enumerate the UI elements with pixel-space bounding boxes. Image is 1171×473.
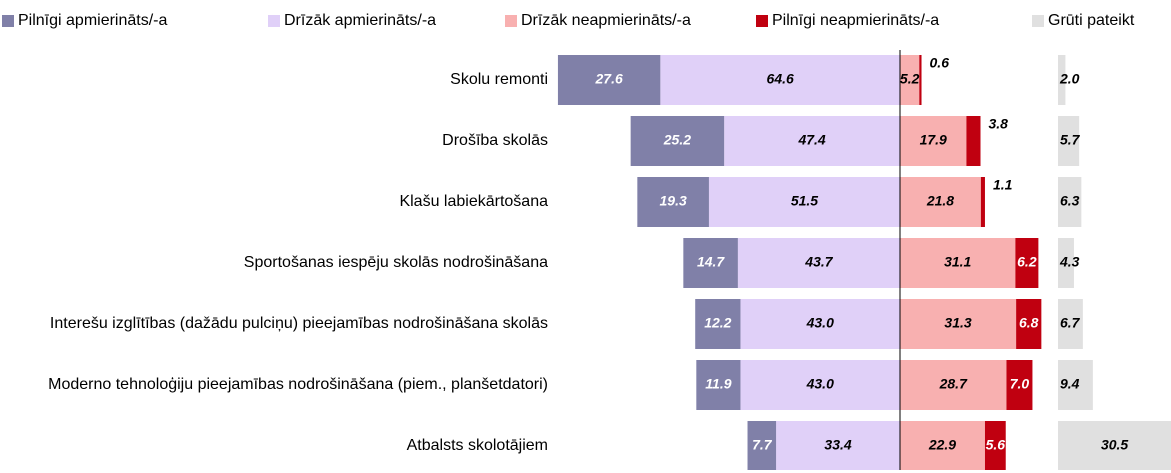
data-label: 1.1 (993, 177, 1013, 193)
bar (900, 360, 1007, 410)
category-label-box: Interešu izglītības (dažādu pulciņu) pie… (3, 297, 548, 351)
data-label: 21.8 (926, 193, 954, 209)
bar (747, 421, 777, 470)
category-label-box: Sportošanas iespēju skolās nodrošināšana (3, 236, 548, 290)
data-label: 43.7 (804, 254, 833, 270)
category-label: Klašu labiekārtošana (399, 193, 548, 210)
data-label: 5.7 (1060, 132, 1081, 148)
bar (900, 238, 1016, 288)
bar (984, 421, 1006, 470)
data-label: 5.2 (900, 71, 920, 87)
bar (1015, 238, 1039, 288)
bar (966, 116, 981, 166)
bar (724, 116, 900, 166)
bar (1058, 238, 1074, 288)
bar (637, 177, 709, 227)
category-label: Atbalsts skolotājiem (406, 437, 548, 454)
data-label: 31.1 (944, 254, 971, 270)
data-label: 0.6 (930, 55, 950, 71)
data-label: 31.3 (944, 315, 971, 331)
bar (900, 421, 985, 470)
data-label: 22.9 (928, 437, 956, 453)
bar (740, 360, 900, 410)
data-label: 5.6 (986, 437, 1006, 453)
bar (557, 55, 661, 105)
bar (708, 177, 900, 227)
bar (1058, 55, 1066, 105)
bar (1058, 421, 1171, 470)
bar (980, 177, 985, 227)
category-label: Interešu izglītības (dažādu pulciņu) pie… (49, 315, 548, 332)
bar (900, 116, 967, 166)
bar (900, 177, 981, 227)
data-label: 43.0 (806, 315, 834, 331)
data-label: 51.5 (791, 193, 818, 209)
category-label-box: Drošība skolās (3, 114, 548, 168)
bar (630, 116, 725, 166)
category-label-box: Moderno tehnoloģiju pieejamības nodrošin… (3, 358, 548, 412)
legend-label: Drīzāk neapmierināts/-a (521, 12, 691, 29)
bar (683, 238, 738, 288)
bar (919, 55, 922, 105)
data-label: 6.7 (1060, 315, 1081, 331)
data-label: 43.0 (806, 376, 834, 392)
data-label: 9.4 (1060, 376, 1080, 392)
bar (900, 55, 920, 105)
data-label: 2.0 (1059, 71, 1080, 87)
bar (695, 299, 741, 349)
data-label: 17.9 (920, 132, 947, 148)
data-label: 25.2 (663, 132, 691, 148)
data-label: 6.2 (1017, 254, 1037, 270)
bar (900, 299, 1017, 349)
data-label: 33.4 (824, 437, 851, 453)
bar (1006, 360, 1033, 410)
data-label: 3.8 (989, 116, 1009, 132)
legend-label: Drīzāk apmierināts/-a (284, 12, 436, 29)
data-label: 7.0 (1010, 376, 1030, 392)
data-label: 7.7 (752, 437, 773, 453)
bar (1058, 360, 1093, 410)
data-label: 19.3 (660, 193, 687, 209)
bar (776, 421, 900, 470)
bar (1016, 299, 1042, 349)
data-label: 6.8 (1019, 315, 1039, 331)
bar (1058, 116, 1080, 166)
data-label: 27.6 (595, 71, 623, 87)
legend-swatch (268, 15, 280, 27)
legend-swatch (505, 15, 517, 27)
legend-label: Grūti pateikt (1048, 12, 1135, 29)
bar (1058, 299, 1083, 349)
category-label-box: Klašu labiekārtošana (3, 175, 548, 229)
bar (696, 360, 741, 410)
data-label: 12.2 (704, 315, 731, 331)
category-label-box: Skolu remonti (3, 53, 548, 107)
category-label-box: Atbalsts skolotājiem (3, 419, 548, 473)
data-label: 14.7 (697, 254, 725, 270)
legend-swatch (2, 15, 14, 27)
category-label: Moderno tehnoloģiju pieejamības nodrošin… (48, 376, 548, 393)
category-label: Drošība skolās (442, 132, 548, 149)
data-label: 28.7 (939, 376, 968, 392)
bar (1058, 177, 1082, 227)
legend-swatch (756, 15, 768, 27)
legend-label: Pilnīgi apmierināts/-a (18, 12, 168, 29)
data-label: 64.6 (767, 71, 794, 87)
data-label: 47.4 (797, 132, 825, 148)
legend-swatch (1032, 15, 1044, 27)
legend-label: Pilnīgi neapmierināts/-a (772, 12, 939, 29)
bar (737, 238, 900, 288)
data-label: 30.5 (1101, 437, 1128, 453)
bar (660, 55, 900, 105)
data-label: 6.3 (1060, 193, 1080, 209)
data-label: 4.3 (1059, 254, 1080, 270)
data-label: 11.9 (705, 376, 731, 392)
category-label: Sportošanas iespēju skolās nodrošināšana (243, 254, 548, 271)
category-label: Skolu remonti (450, 71, 548, 88)
bar (740, 299, 900, 349)
